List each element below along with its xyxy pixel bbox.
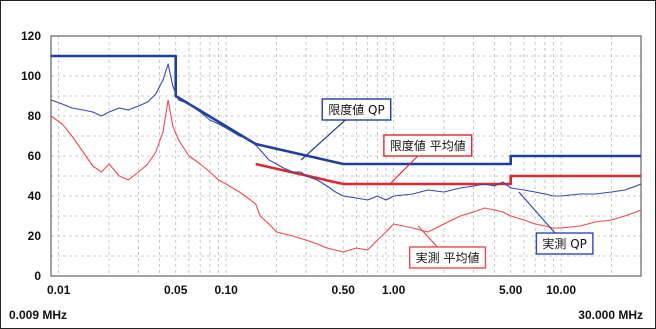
x-tick-label: 0.10 (214, 283, 238, 297)
callout-avg-measured: 実測 平均値 (410, 226, 486, 268)
y-tick-label: 80 (28, 109, 42, 123)
x-tick-label: 0.05 (164, 283, 188, 297)
x-range-end-label: 30.000 MHz (578, 308, 643, 322)
axis-labels-group: 0.009 MHz 30.000 MHz (9, 308, 643, 322)
callout-label: 実測 QP (542, 236, 587, 251)
callout-avg-limit: 限度値 平均値 (384, 135, 472, 184)
x-range-start-label: 0.009 MHz (9, 308, 67, 322)
callout-label: 限度値 QP (328, 102, 385, 117)
y-tick-label: 120 (21, 29, 41, 43)
y-tick-label: 100 (21, 69, 41, 83)
x-tick-label: 0.50 (332, 283, 356, 297)
y-tick-label: 20 (28, 229, 42, 243)
x-tick-label: 1.00 (382, 283, 406, 297)
series-line-qp-measured (51, 64, 641, 200)
y-tick-label: 60 (28, 149, 42, 163)
callout-qp-measured: 実測 QP (519, 192, 593, 254)
x-tick-label: 10.00 (546, 283, 576, 297)
callout-label: 限度値 平均値 (390, 138, 466, 153)
y-tick-label: 40 (28, 189, 42, 203)
series-line-avg-limit (256, 164, 641, 184)
series-group (51, 56, 641, 252)
x-tick-label: 0.01 (47, 283, 71, 297)
callout-label: 実測 平均値 (416, 250, 480, 265)
y-tick-label: 0 (34, 269, 41, 283)
x-tick-label: 5.00 (499, 283, 523, 297)
grid-group: 0 20 40 60 80 100 120 0.01 0.05 0.10 0.50 1.00 5.00 1… (21, 29, 641, 297)
